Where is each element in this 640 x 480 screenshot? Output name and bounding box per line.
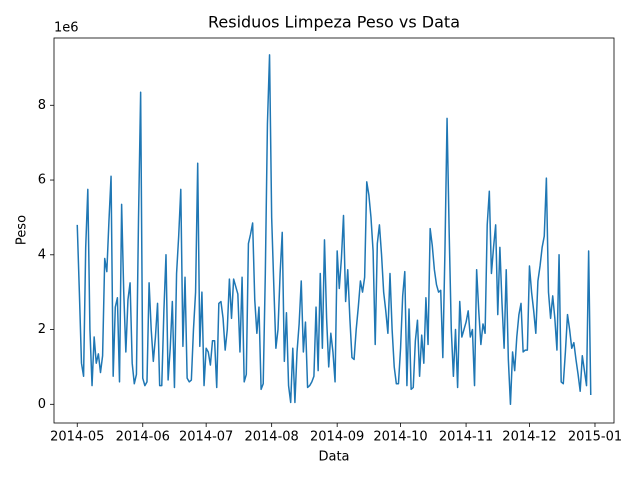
y-tick-label: 0 — [38, 397, 46, 412]
x-tick-label: 2015-01 — [568, 430, 622, 445]
y-tick-label: 2 — [38, 322, 46, 337]
y-tick-label: 6 — [38, 173, 46, 188]
x-tick-label: 2014-06 — [116, 430, 170, 445]
x-axis-label: Data — [318, 450, 349, 465]
x-tick-label: 2014-08 — [244, 430, 298, 445]
y-axis-label: Peso — [15, 215, 30, 245]
x-tick-label: 2014-12 — [502, 430, 556, 445]
plot-frame — [53, 37, 615, 424]
x-tick-label: 2014-10 — [373, 430, 427, 445]
x-tick-label: 2014-11 — [439, 430, 493, 445]
chart-title: Residuos Limpeza Peso vs Data — [208, 13, 460, 32]
y-tick-label: 8 — [38, 98, 46, 113]
x-tick-label: 2014-07 — [179, 430, 233, 445]
y-offset-label: 1e6 — [54, 21, 79, 36]
x-tick-label: 2014-05 — [50, 430, 104, 445]
y-tick-label: 4 — [38, 247, 46, 262]
data-line — [76, 54, 592, 406]
x-tick-label: 2014-09 — [310, 430, 364, 445]
